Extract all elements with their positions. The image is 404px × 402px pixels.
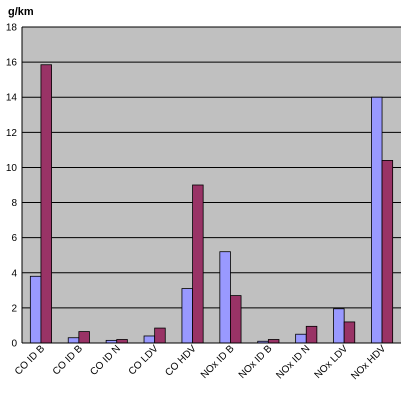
x-tick-label: CO ID B [13,343,47,377]
y-tick-label: 14 [6,93,18,104]
bar-series-1 [371,96,383,344]
y-tick-label: 0 [11,339,17,350]
y-tick-label: 2 [11,303,17,314]
bar-series-2 [154,327,166,344]
x-tick-label: NOx LDV [313,343,351,381]
bar-series-2 [192,184,204,344]
bar-series-1 [333,308,345,344]
bar-series-1 [143,335,156,344]
bar-series-2 [116,339,128,344]
x-tick-label: CO LDV [127,343,161,377]
bar-series-2 [267,339,280,344]
x-tick-label: CO ID N [88,343,122,377]
y-tick-label: 16 [6,58,18,69]
x-tick-labels: CO ID B CO ID B CO ID N CO LDV CO HDV NOx ID … [13,343,388,382]
bars [29,64,394,344]
y-tick-label: 18 [6,23,18,34]
y-tick-label: 8 [11,198,17,209]
bar-series-2 [381,160,394,344]
bar-series-1 [219,251,231,344]
x-tick-label: NOx ID B [199,343,237,381]
bar-series-2 [305,325,318,344]
y-tick-label: 10 [6,163,18,174]
bar-series-2 [40,64,52,344]
bar-series-1 [181,288,193,344]
y-tick-label: 4 [11,268,17,279]
plot-area [22,27,401,343]
x-tick-label: NOx HDV [349,343,388,382]
y-axis-label: g/km [8,6,34,18]
y-tick-labels: 0 2 4 6 8 10 12 14 16 18 [6,23,18,350]
x-tick-label: CO ID B [51,343,85,377]
axes [21,27,401,344]
bar-series-2 [78,331,90,344]
bar-series-2 [230,295,242,344]
bar-series-1 [67,337,80,344]
x-tick-label: NOx ID B [237,343,275,381]
bar-series-2 [343,321,356,344]
bar-series-1 [295,333,307,344]
y-tick-label: 12 [6,128,18,139]
x-tick-label: NOx ID N [274,343,312,381]
bar-series-1 [29,275,42,344]
grid-lines [22,26,401,309]
y-tick-label: 6 [11,233,17,244]
x-tick-label: CO HDV [163,343,199,379]
